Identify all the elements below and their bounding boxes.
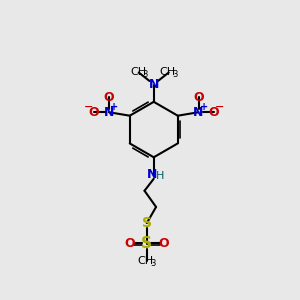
Text: +: + — [200, 102, 208, 112]
Text: −: − — [83, 102, 93, 112]
Text: 3: 3 — [150, 259, 155, 268]
Text: N: N — [104, 106, 114, 119]
Text: 3: 3 — [172, 70, 177, 79]
Text: S: S — [141, 236, 152, 251]
Text: O: O — [103, 91, 114, 104]
Text: S: S — [142, 216, 152, 230]
Text: +: + — [110, 102, 118, 112]
Text: O: O — [193, 91, 204, 104]
Text: CH: CH — [138, 256, 154, 266]
Text: CH: CH — [160, 68, 176, 77]
Text: O: O — [124, 237, 135, 250]
Text: N: N — [194, 106, 204, 119]
Text: CH: CH — [131, 68, 147, 77]
Text: N: N — [147, 168, 157, 181]
Text: O: O — [209, 106, 219, 119]
Text: N: N — [148, 78, 159, 91]
Text: H: H — [156, 171, 164, 182]
Text: 3: 3 — [142, 70, 148, 79]
Text: O: O — [159, 237, 170, 250]
Text: O: O — [88, 106, 99, 119]
Text: −: − — [214, 102, 224, 112]
